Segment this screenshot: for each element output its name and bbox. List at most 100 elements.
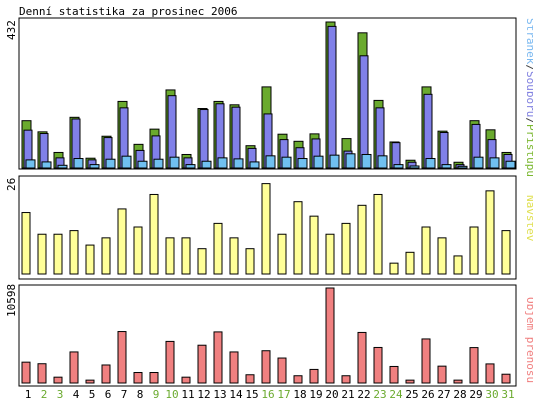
pages-bar	[249, 161, 260, 169]
pages-bar	[41, 161, 52, 169]
pages-bar	[329, 154, 340, 169]
pages-bar	[361, 153, 372, 169]
legend-visits: Návštěv	[524, 195, 533, 242]
traffic-bar	[293, 375, 303, 384]
pages-bar	[377, 155, 388, 169]
top-panel-bars	[21, 21, 516, 169]
pages-bar	[185, 164, 196, 169]
files-bar	[199, 109, 209, 169]
visits-bar	[69, 230, 79, 275]
pages-bar	[345, 153, 356, 169]
x-tick-label: 12	[197, 388, 210, 401]
pages-bar	[73, 158, 84, 169]
visits-bar	[357, 204, 367, 275]
pages-bar	[265, 155, 276, 169]
x-tick-label: 17	[277, 388, 290, 401]
pages-bar	[393, 164, 404, 169]
x-tick-label: 29	[469, 388, 482, 401]
legend-separator: /	[524, 64, 533, 71]
top-panel-legend: Stránek/Souborů/Přístupů	[524, 18, 533, 177]
traffic-bar	[229, 351, 239, 384]
traffic-bar	[261, 350, 271, 384]
visits-bar	[53, 233, 63, 275]
visits-bar	[373, 193, 383, 275]
visits-bar	[149, 193, 159, 275]
pages-bar	[425, 158, 436, 169]
x-tick-label: 24	[389, 388, 403, 401]
visits-bar	[229, 237, 239, 275]
visits-bar	[453, 255, 463, 275]
visits-bar	[245, 248, 255, 275]
visits-bar	[469, 226, 479, 275]
x-tick-label: 22	[357, 388, 370, 401]
traffic-bar	[53, 376, 63, 384]
visits-bar	[133, 226, 143, 275]
x-tick-label: 11	[181, 388, 194, 401]
pages-bar	[457, 165, 468, 169]
traffic-bar	[357, 331, 367, 384]
traffic-bar	[453, 379, 463, 384]
x-tick-label: 10	[165, 388, 178, 401]
x-tick-label: 13	[213, 388, 226, 401]
chart-title: Denní statistika za prosinec 2006	[19, 5, 238, 18]
legend-traffic: Objem přenosu	[524, 297, 533, 383]
traffic-bar	[421, 338, 431, 384]
visits-bar	[117, 208, 127, 275]
visits-bar	[501, 230, 511, 275]
x-tick-label: 7	[121, 388, 128, 401]
x-tick-label: 8	[137, 388, 144, 401]
traffic-bar	[213, 331, 223, 384]
pages-bar	[121, 155, 132, 169]
legend-files: Souborů	[524, 71, 533, 117]
x-tick-label: 20	[325, 388, 338, 401]
visits-bar	[389, 262, 399, 275]
visits-bar	[277, 233, 287, 275]
visits-bar	[437, 237, 447, 275]
visits-bar	[261, 183, 271, 275]
traffic-bar	[117, 331, 127, 384]
pages-bar	[105, 158, 116, 169]
visits-bar	[165, 237, 175, 275]
traffic-bar	[277, 357, 287, 384]
visits-bar	[213, 222, 223, 275]
pages-bar	[281, 156, 292, 169]
traffic-bar	[501, 373, 511, 384]
visits-bar	[101, 237, 111, 275]
traffic-bar	[245, 374, 255, 384]
pages-bar	[153, 158, 164, 169]
pages-bar	[89, 164, 100, 169]
x-tick-label: 21	[341, 388, 354, 401]
traffic-bar	[373, 346, 383, 384]
pages-bar	[137, 160, 148, 169]
visits-bar	[325, 233, 335, 275]
visits-bar	[341, 222, 351, 275]
legend-separator: /	[524, 117, 533, 124]
bottom-panel-bars	[21, 287, 511, 384]
files-bar	[423, 93, 433, 169]
pages-bar	[313, 155, 324, 169]
files-bar	[359, 55, 369, 169]
traffic-bar	[101, 364, 111, 384]
pages-bar	[489, 157, 500, 169]
pages-bar	[505, 160, 516, 169]
pages-bar	[57, 164, 68, 169]
pages-bar	[217, 157, 228, 169]
traffic-bar	[69, 351, 79, 384]
x-tick-label: 19	[309, 388, 322, 401]
visits-bar	[197, 248, 207, 275]
x-tick-label: 27	[437, 388, 450, 401]
legend-hits: Přístupů	[524, 124, 533, 177]
traffic-bar	[325, 287, 335, 384]
visits-bar	[181, 237, 191, 275]
x-tick-label: 1	[25, 388, 32, 401]
x-tick-label: 30	[485, 388, 498, 401]
traffic-bar	[469, 347, 479, 384]
bottom-panel-max-label: 10598	[5, 284, 18, 317]
visits-bar	[21, 212, 31, 275]
legend-pages: Stránek	[524, 18, 533, 65]
x-tick-label: 16	[261, 388, 274, 401]
x-tick-label: 18	[293, 388, 306, 401]
traffic-bar	[485, 363, 495, 384]
traffic-bar	[341, 375, 351, 384]
